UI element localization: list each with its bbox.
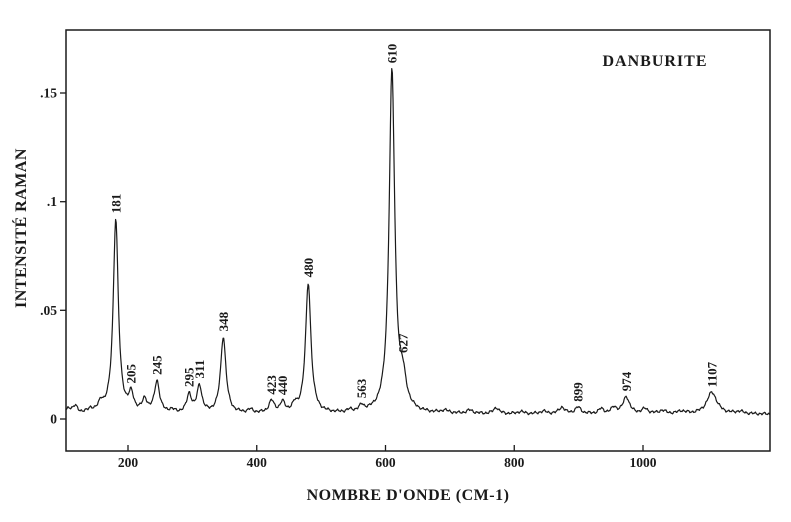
plot-border [65,29,771,452]
y-tick-label-015: .15 [40,86,57,101]
peak-label-295: 295 [182,367,197,387]
peak-label-610: 610 [384,44,399,64]
y-axis-ticks [60,92,66,420]
peak-label-563: 563 [354,378,369,398]
x-tick-label-800: 800 [504,455,525,470]
x-axis-ticks [127,445,644,451]
x-axis-title: NOMBRE D'ONDE (CM-1) [307,487,510,504]
peak-label-627: 627 [395,333,410,353]
peak-label-974: 974 [619,371,634,391]
peak-label-311: 311 [192,360,207,379]
peak-label-899: 899 [571,382,586,402]
spectrum-curve [65,67,771,416]
chart-title: DANBURITE [602,53,707,70]
y-tick-label-005: .05 [40,303,57,318]
peak-label-181: 181 [108,194,123,214]
y-axis-title: INTENSITÉ RAMAN [11,148,30,308]
peak-label-348: 348 [216,311,231,331]
x-tick-label-200: 200 [118,455,139,470]
peak-label-440: 440 [275,376,290,396]
peak-label-480: 480 [301,258,316,278]
peak-label-245: 245 [150,355,165,375]
y-tick-label-0: 0 [50,412,57,427]
x-tick-label-1000: 1000 [630,455,657,470]
y-tick-label-01: .1 [47,194,57,209]
x-tick-label-400: 400 [247,455,268,470]
peak-label-205: 205 [124,364,139,384]
x-tick-label-600: 600 [375,455,396,470]
peak-label-423: 423 [264,375,279,395]
peak-label-1107: 1107 [704,361,719,387]
